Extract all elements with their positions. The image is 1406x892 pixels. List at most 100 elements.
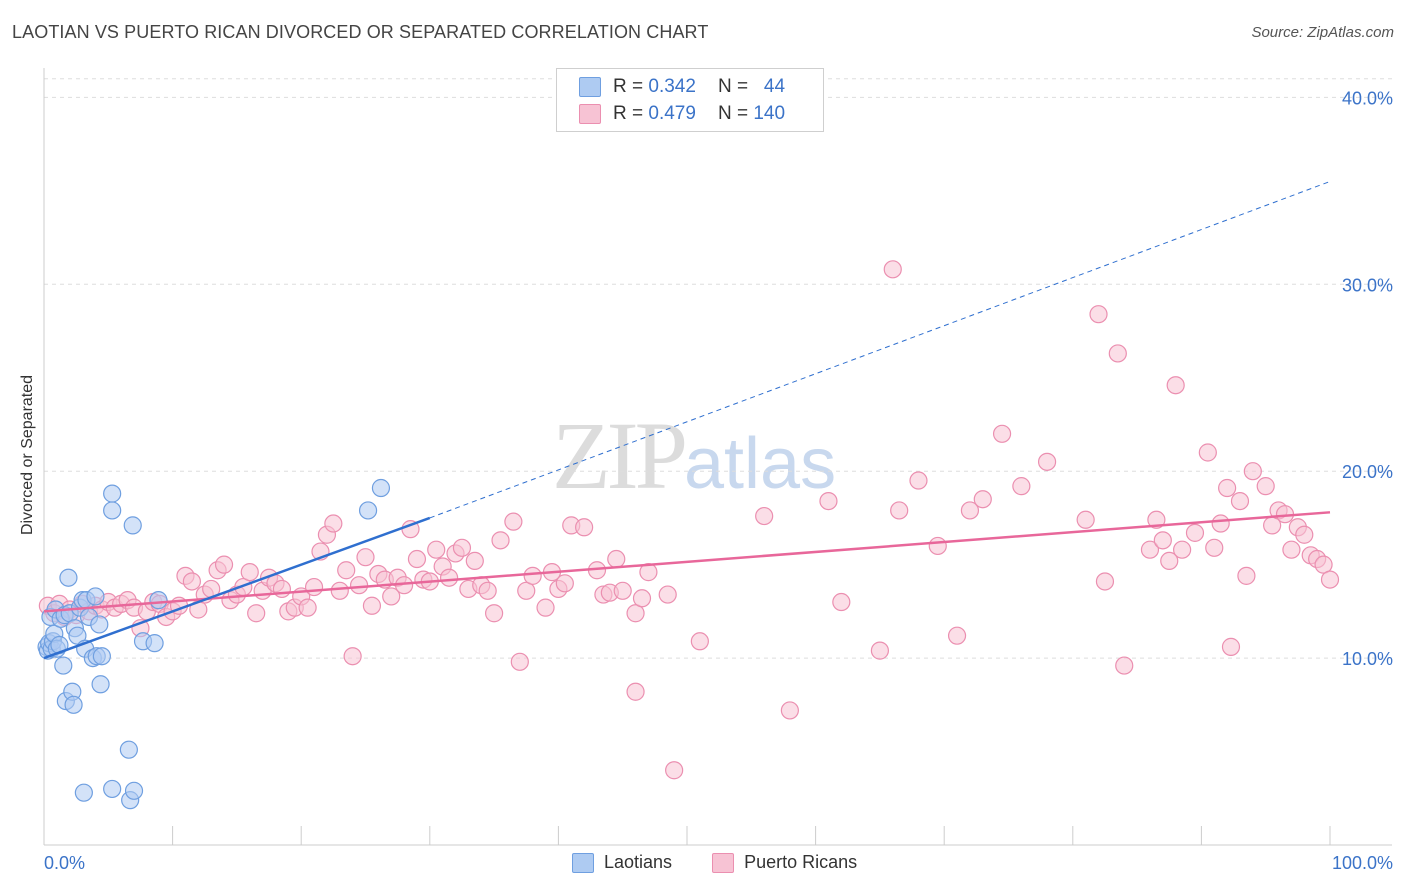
puerto-rican-point: [992, 424, 1012, 443]
puerto-rican-point: [1012, 477, 1031, 496]
laotian-point: [90, 615, 109, 634]
puerto-rican-point: [1037, 452, 1057, 471]
puerto-rican-point: [452, 538, 472, 557]
laotian-point: [92, 647, 111, 666]
legend-r-value: 0.342: [648, 76, 696, 97]
laotian-point: [123, 516, 142, 535]
legend-item-laotians[interactable]: Laotians: [572, 852, 672, 873]
puerto-rican-point: [517, 581, 536, 600]
puerto-rican-point: [626, 682, 645, 701]
puerto-rican-point: [247, 604, 266, 623]
legend-r-value: 0.479: [648, 103, 696, 124]
legend-item-puerto-ricans[interactable]: Puerto Ricans: [712, 852, 857, 873]
puerto-rican-point: [1256, 477, 1275, 496]
laotian-trendline-extension: [429, 181, 1331, 519]
laotian-point: [86, 587, 105, 606]
laotian-point: [149, 591, 168, 610]
laotian-point: [124, 781, 144, 800]
puerto-rican-point: [658, 585, 677, 604]
legend-swatch-puerto-ricans: [712, 852, 735, 873]
puerto-rican-point: [1295, 525, 1314, 544]
puerto-rican-point: [1230, 491, 1250, 511]
puerto-rican-point: [1153, 531, 1172, 550]
puerto-rican-point: [1095, 572, 1115, 591]
puerto-rican-point: [1140, 540, 1160, 559]
puerto-rican-trendline: [43, 511, 1331, 613]
puerto-rican-point: [427, 540, 446, 559]
y-tick-label: 40.0%: [1342, 88, 1393, 108]
puerto-rican-point: [973, 490, 992, 509]
legend-swatch-puerto-ricans: [579, 104, 601, 124]
puerto-rican-point: [1160, 551, 1179, 571]
puerto-rican-point: [536, 598, 555, 617]
puerto-rican-point: [755, 506, 774, 526]
puerto-rican-point: [1147, 510, 1166, 529]
laotian-point: [371, 478, 391, 498]
puerto-rican-point: [928, 536, 947, 556]
puerto-rican-point: [1108, 344, 1127, 363]
puerto-rican-point: [349, 576, 369, 595]
laotian-point: [145, 634, 164, 653]
puerto-rican-point: [883, 260, 902, 279]
puerto-rican-point: [272, 579, 292, 599]
laotian-point: [358, 501, 378, 520]
puerto-rican-point: [465, 551, 484, 571]
puerto-rican-point: [343, 647, 362, 666]
puerto-rican-point: [780, 701, 799, 720]
legend-row-laotians: R = 0.342 N = 44: [579, 76, 785, 98]
puerto-rican-point: [1243, 462, 1262, 481]
legend-label-puerto-ricans: Puerto Ricans: [744, 852, 858, 872]
laotian-point: [54, 656, 73, 675]
puerto-rican-point: [1282, 540, 1301, 559]
watermark: ZIPatlas: [552, 400, 836, 511]
series-legend: Laotians Puerto Ricans: [572, 852, 897, 873]
watermark-zip: ZIP: [552, 402, 688, 509]
puerto-rican-point: [439, 568, 459, 587]
x-tick-label: 100.0%: [1332, 853, 1393, 873]
puerto-rican-point: [478, 581, 497, 600]
legend-r-label: R =: [613, 103, 644, 124]
correlation-legend: R = 0.342 N = 44 R = 0.479 N = 140: [556, 68, 824, 132]
puerto-rican-point: [947, 626, 967, 645]
puerto-rican-point: [1173, 540, 1192, 559]
puerto-rican-point: [832, 592, 851, 612]
laotian-point: [119, 740, 138, 759]
x-tick-label: 0.0%: [44, 853, 85, 873]
puerto-rican-point: [870, 641, 890, 660]
puerto-rican-point: [298, 598, 317, 617]
puerto-rican-point: [607, 549, 626, 569]
laotian-point: [74, 783, 93, 802]
laotian-point: [59, 568, 78, 587]
source-label: Source: ZipAtlas.com: [1251, 24, 1394, 41]
puerto-rican-point: [613, 581, 632, 600]
puerto-rican-point: [407, 549, 427, 569]
puerto-rican-point: [1221, 637, 1241, 656]
puerto-rican-point: [1089, 305, 1108, 324]
puerto-rican-point: [909, 471, 928, 490]
puerto-rican-point: [304, 577, 324, 597]
laotian-point: [103, 501, 122, 520]
puerto-rican-point: [575, 518, 594, 537]
legend-row-puerto-ricans: R = 0.479 N = 140: [579, 103, 785, 125]
puerto-rican-point: [1115, 656, 1134, 675]
laotian-point: [103, 779, 122, 799]
laotian-point: [91, 675, 110, 694]
puerto-rican-point: [1211, 514, 1230, 533]
puerto-rican-point: [1076, 510, 1095, 529]
puerto-rican-point: [491, 531, 510, 550]
legend-n-value: 44: [763, 76, 786, 97]
chart-title: LAOTIAN VS PUERTO RICAN DIVORCED OR SEPA…: [12, 22, 709, 42]
puerto-rican-point: [356, 548, 375, 567]
puerto-rican-point: [485, 604, 504, 623]
puerto-rican-point: [819, 491, 838, 511]
puerto-rican-point: [890, 501, 909, 520]
puerto-rican-point: [960, 501, 980, 520]
legend-n-label: N =: [717, 103, 749, 124]
puerto-rican-point: [382, 587, 401, 606]
laotian-point: [103, 484, 122, 503]
puerto-rican-point: [523, 566, 542, 585]
puerto-rican-point: [182, 572, 201, 591]
y-tick-label: 20.0%: [1342, 462, 1393, 482]
puerto-rican-point: [1314, 555, 1333, 574]
